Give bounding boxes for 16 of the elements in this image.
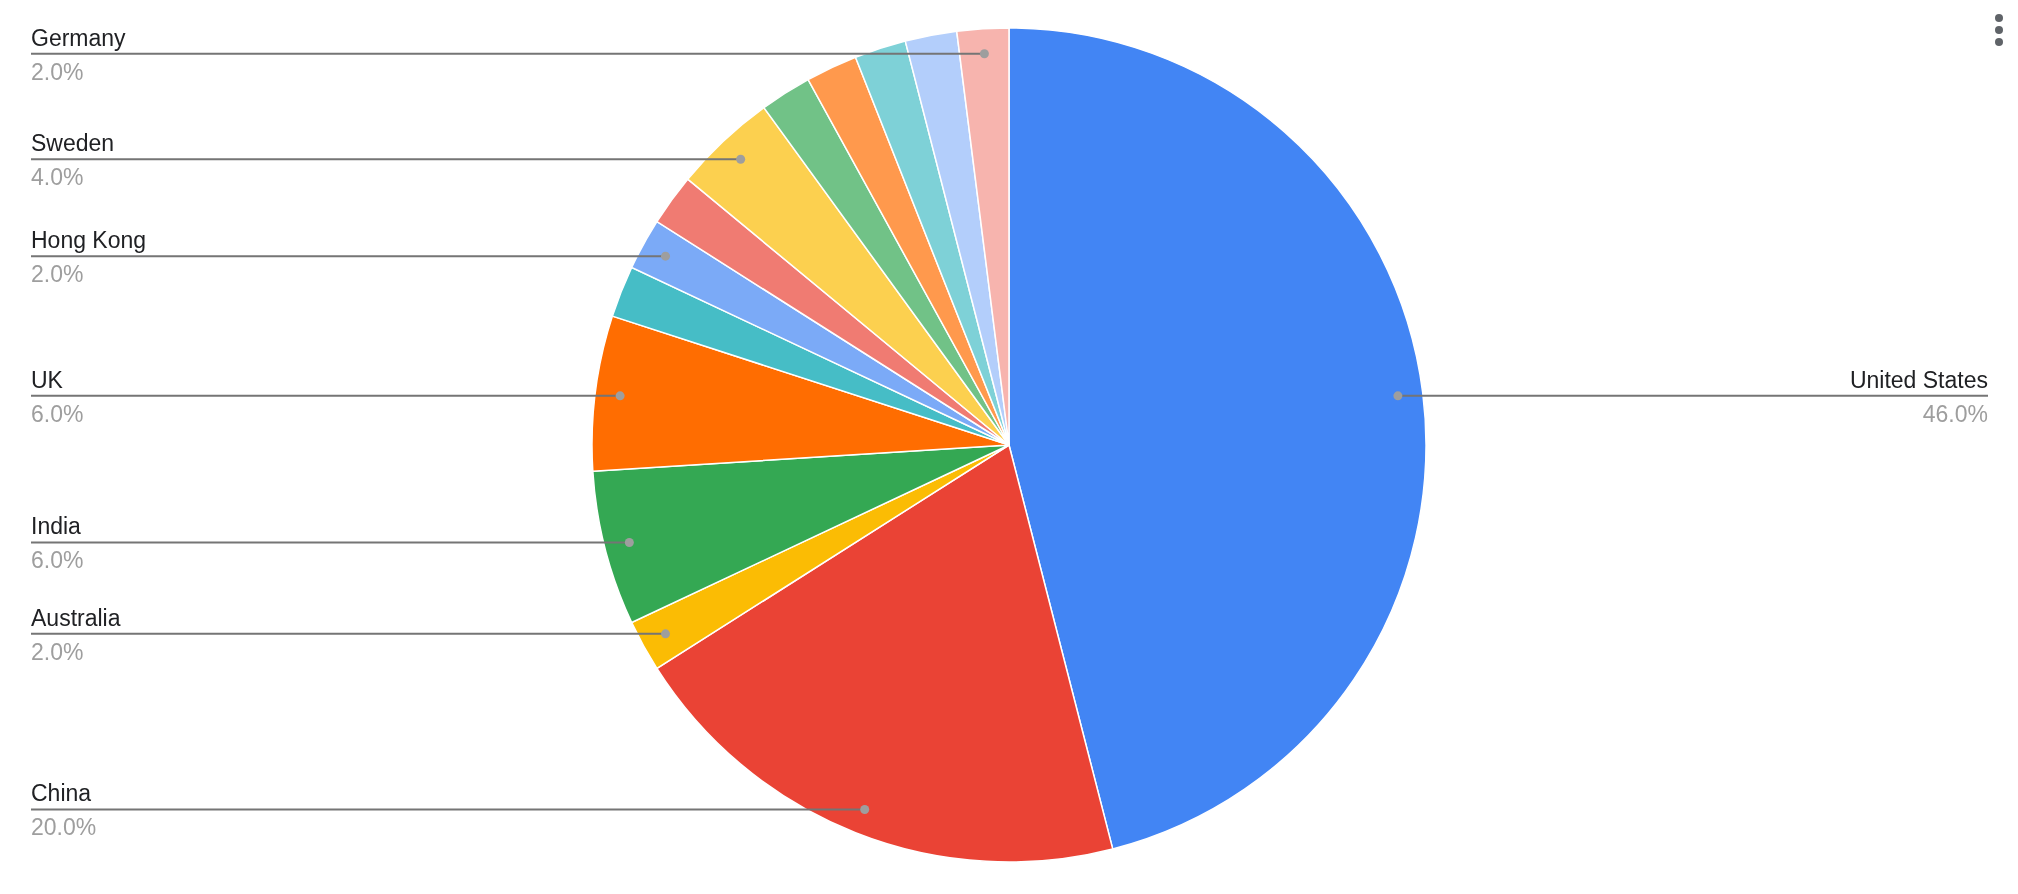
slice-label: India [31,513,82,540]
data-label: 2.0% [31,261,84,288]
slice-label: UK [31,366,64,393]
data-label: 46.0% [1922,400,1988,427]
data-label: 6.0% [31,547,84,574]
slice-label: China [31,780,92,807]
slice-label: Australia [31,604,121,631]
data-label: 6.0% [31,400,84,427]
slice-label: United States [1849,366,1988,393]
data-label: 4.0% [31,164,84,191]
data-label: 20.0% [31,814,97,841]
slice-label: Sweden [31,130,115,157]
slice-label: Hong Kong [31,227,147,254]
data-label: 2.0% [31,638,84,665]
data-label: 2.0% [31,58,84,85]
slice-label: Germany [31,24,127,51]
